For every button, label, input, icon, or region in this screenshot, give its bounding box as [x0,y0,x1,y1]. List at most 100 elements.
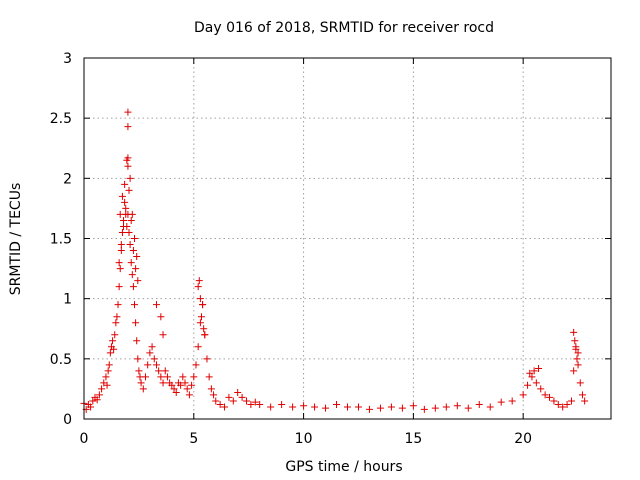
data-point [148,343,156,351]
data-point [554,401,562,409]
data-point [453,402,461,410]
data-point [225,393,233,401]
data-point [300,402,308,410]
data-point [126,241,134,249]
data-point [116,265,124,273]
data-point [398,404,406,412]
data-point [574,349,582,357]
data-point [563,401,571,409]
data-point [247,401,255,409]
data-point [134,355,142,363]
y-tick-label: 2.5 [50,111,72,127]
data-point [144,361,152,369]
data-point [170,385,178,393]
data-point [133,337,141,345]
data-point [125,186,133,194]
data-point [157,373,165,381]
data-point [135,367,143,375]
data-point [354,403,362,411]
data-point [221,403,229,411]
data-point [139,385,147,393]
data-point [242,397,250,405]
data-point [89,397,97,405]
data-point [128,271,136,279]
data-point [344,403,351,411]
y-tick-label: 3 [63,51,72,67]
data-point [118,192,126,200]
data-point [129,283,137,291]
data-point [251,398,259,406]
data-point [131,301,139,309]
data-point [163,373,171,381]
data-point [333,401,341,409]
data-point [195,277,203,285]
data-point [256,401,264,409]
data-point [571,337,579,345]
data-point [311,403,319,411]
data-point [196,295,204,303]
data-point [152,361,160,369]
data-point [322,404,330,412]
data-point [124,108,132,116]
data-point [127,216,135,224]
data-point [194,343,202,351]
data-point [201,331,209,339]
y-axis-label: SRMTID / TECUs [8,183,24,296]
y-tick-label: 0.5 [50,352,72,368]
data-point [112,319,120,327]
data-point [574,361,582,369]
data-point [546,393,554,401]
data-point [117,241,125,249]
data-point [570,328,578,336]
data-point [578,391,586,399]
data-point [121,180,129,188]
data-point [168,381,176,389]
x-axis-label: GPS time / hours [285,459,402,475]
data-point [157,313,165,321]
chart-title: Day 016 of 2018, SRMTID for receiver roc… [194,20,494,36]
data-point [497,398,505,406]
data-point [134,277,142,285]
data-point [365,405,373,413]
data-point [431,404,439,412]
x-tick-label: 15 [404,431,422,447]
data-point [121,198,129,206]
data-point [159,331,167,339]
data-point [376,404,384,412]
data-point [420,405,428,413]
data-point [196,319,204,327]
data-point [200,325,208,333]
data-point [87,403,95,411]
data-point [203,355,211,363]
data-points [80,108,589,413]
data-point [98,385,106,393]
data-point [528,373,536,381]
data-point [238,393,246,401]
data-point [210,391,218,399]
data-point [197,313,205,321]
data-point [475,401,483,409]
data-point [537,385,545,393]
data-point [183,385,191,393]
data-point [106,349,114,357]
data-point [109,337,117,345]
data-point [524,381,532,389]
data-point [141,373,149,381]
data-point [519,391,527,399]
data-point [133,253,141,261]
x-tick-labels: 0 5 10 15 20 [80,431,533,447]
data-point [530,367,538,375]
data-point [267,403,275,411]
y-tick-label: 2 [63,171,72,187]
data-point [93,396,101,404]
data-point [114,301,122,309]
data-point [570,367,578,375]
data-point [199,301,207,309]
data-point [122,204,130,212]
data-point [190,373,198,381]
data-point [234,389,242,397]
data-point [181,379,189,387]
y-tick-label: 0 [63,412,72,428]
data-point [129,247,137,255]
